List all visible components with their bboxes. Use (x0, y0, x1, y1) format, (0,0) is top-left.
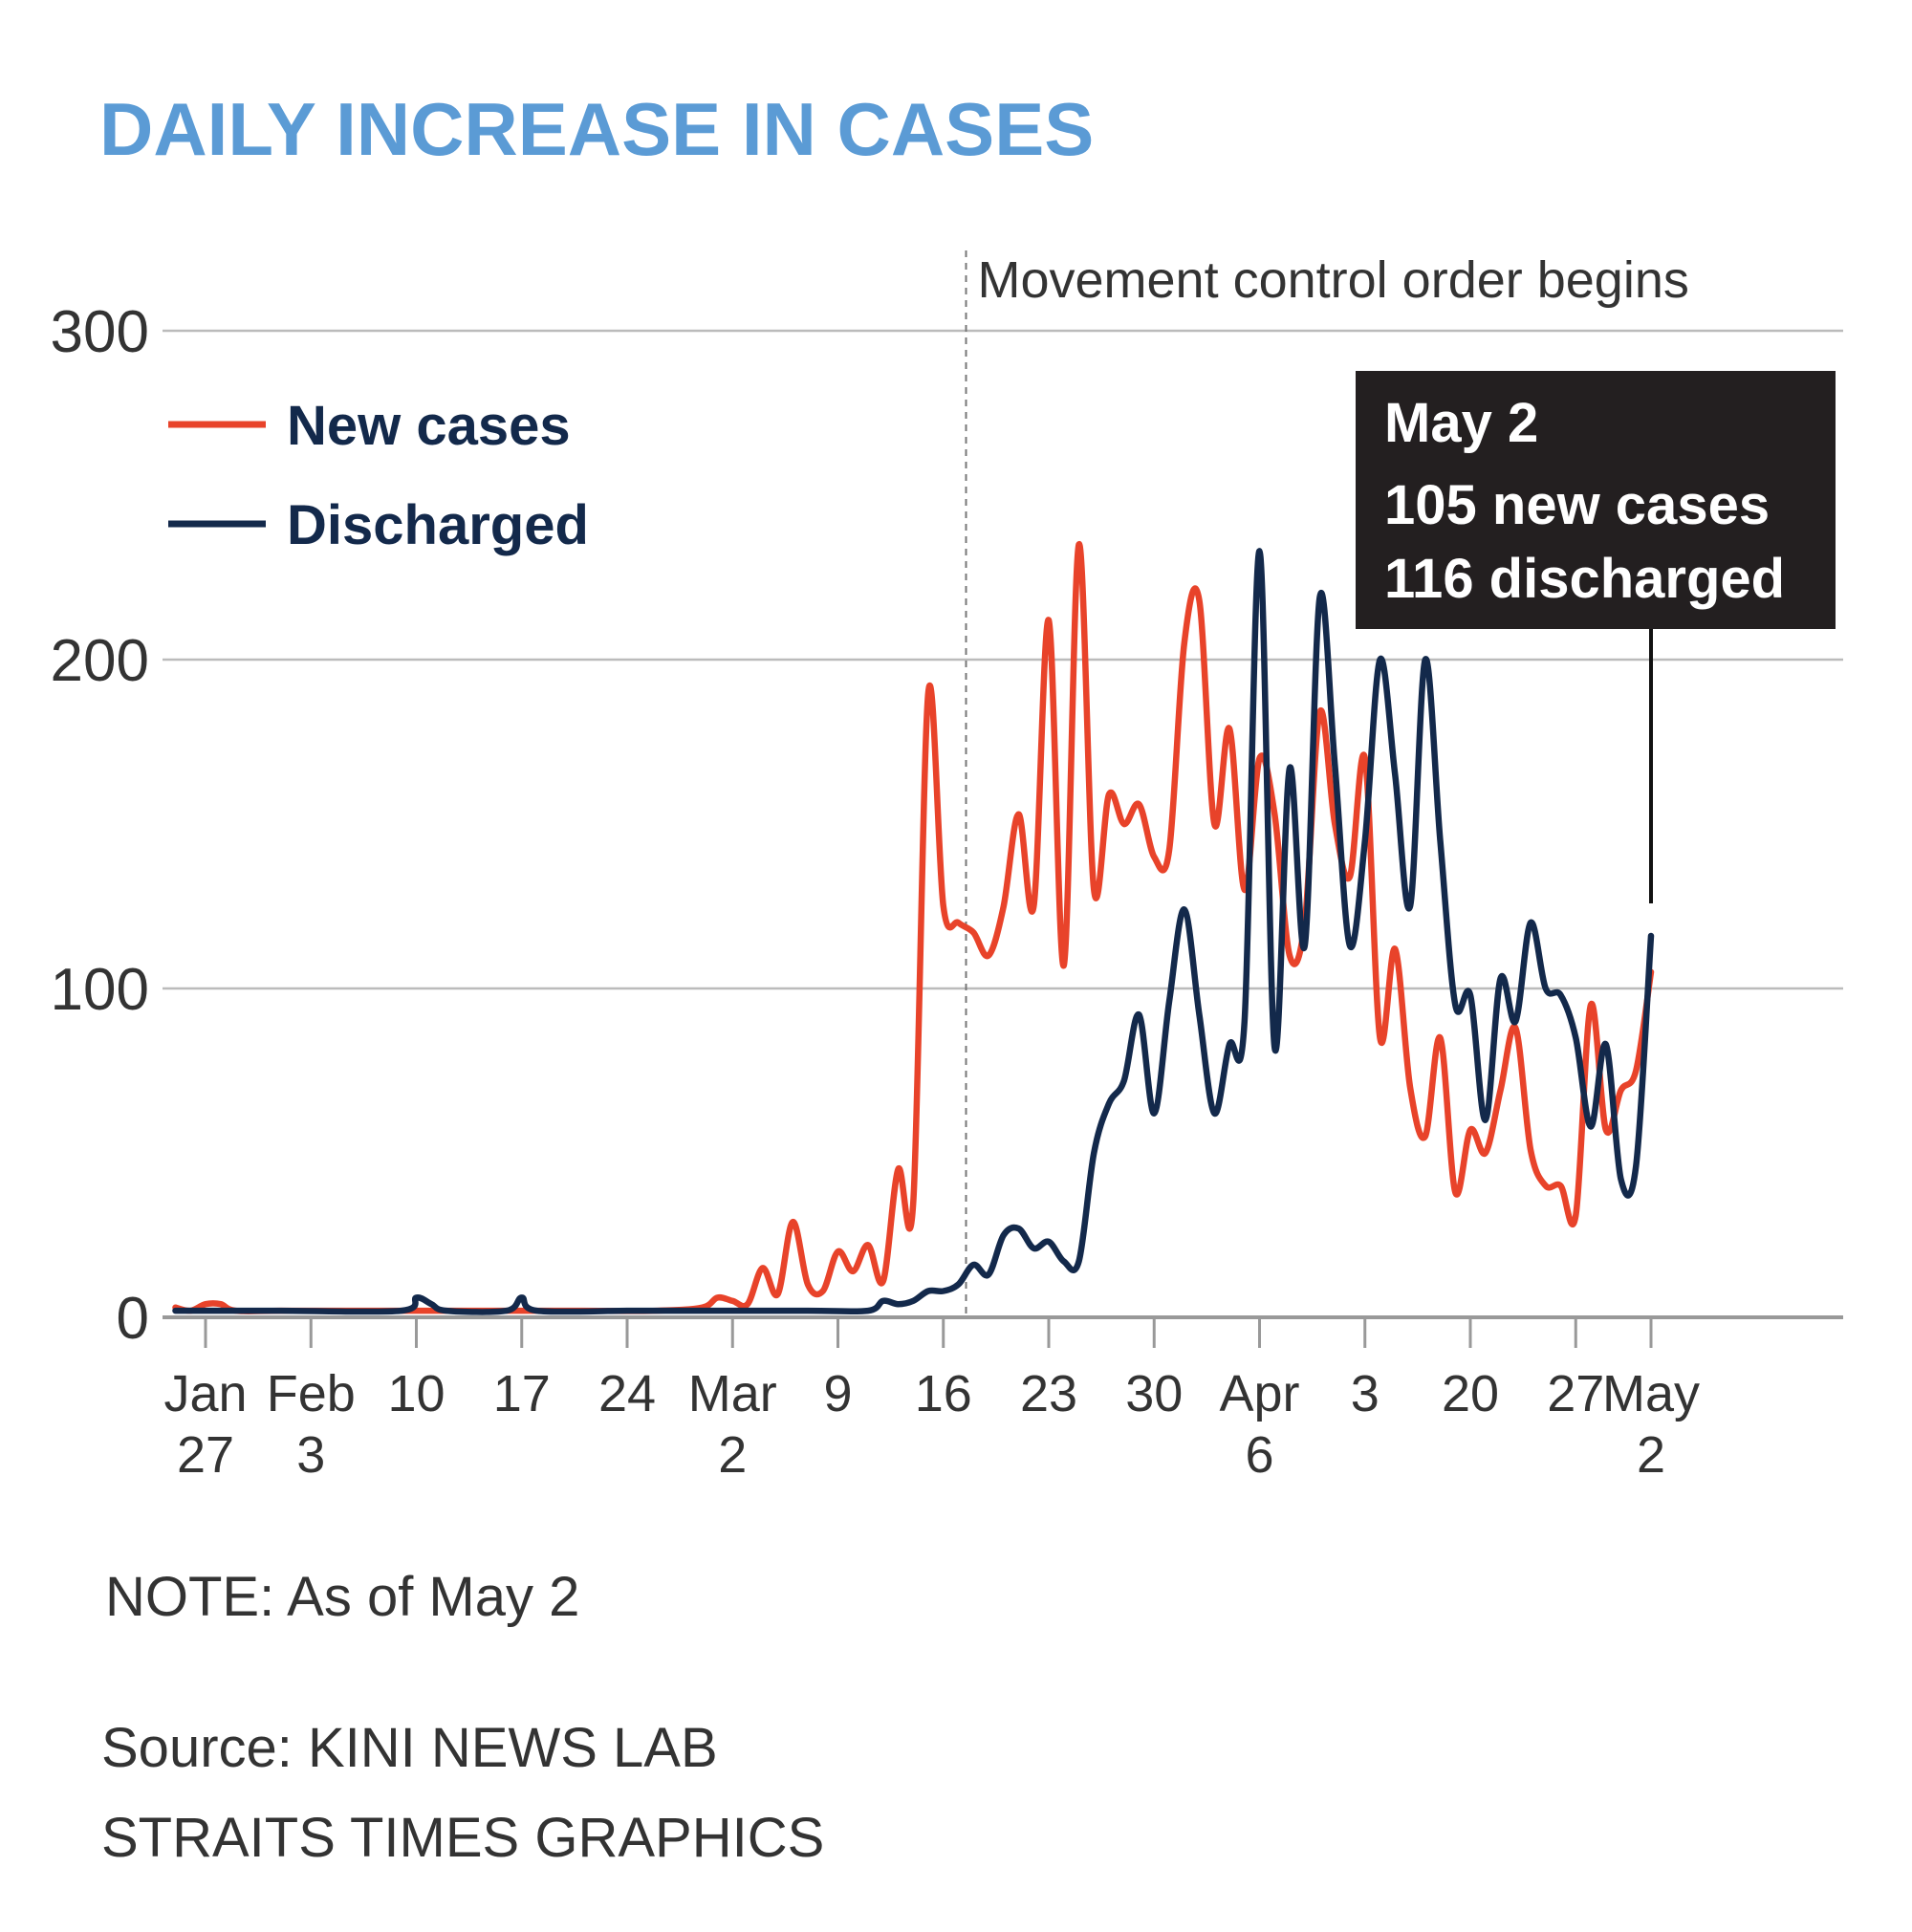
series-line-discharged (172, 548, 1655, 1315)
x-tick-label-0: Jan (163, 1365, 247, 1422)
x-tick-sublabel-14: 2 (1637, 1426, 1665, 1484)
chart-title: DAILY INCREASE IN CASES (99, 87, 1094, 171)
y-tick-label-200: 200 (51, 628, 149, 694)
x-tick-label-9: 30 (1125, 1365, 1183, 1422)
x-tick-label-8: 23 (1020, 1365, 1077, 1422)
x-tick-label-11: 3 (1351, 1365, 1380, 1422)
x-tick-label-7: 16 (915, 1365, 972, 1422)
x-tick-label-1: Feb (267, 1365, 356, 1422)
footer-credit: STRAITS TIMES GRAPHICS (101, 1807, 824, 1869)
x-tick-label-6: 9 (823, 1365, 852, 1422)
x-tick-label-10: Apr (1219, 1365, 1299, 1422)
x-tick-label-14: May (1602, 1365, 1700, 1422)
footer: NOTE: As of May 2 Source: KINI NEWS LAB … (101, 1566, 824, 1869)
legend-label-discharged: Discharged (287, 494, 589, 556)
legend-label-new-cases: New cases (287, 395, 571, 457)
x-tick-label-3: 17 (493, 1365, 551, 1422)
movement-control-order-label: Movement control order begins (978, 251, 1689, 309)
x-tick-sublabel-0: 27 (177, 1426, 234, 1484)
footer-note: NOTE: As of May 2 (105, 1566, 579, 1628)
footer-source: Source: KINI NEWS LAB (101, 1717, 718, 1779)
x-tick-sublabel-10: 6 (1245, 1426, 1273, 1484)
x-tick-label-4: 24 (598, 1365, 656, 1422)
series-lines (172, 541, 1655, 1315)
y-tick-label-0: 0 (117, 1286, 149, 1352)
gridlines (163, 329, 1843, 1319)
callout-new-cases: 105 new cases (1384, 474, 1770, 536)
callout-date: May 2 (1384, 392, 1538, 454)
x-tick-label-2: 10 (387, 1365, 445, 1422)
callout-box (1356, 371, 1836, 629)
series-line-new-cases (172, 541, 1655, 1314)
callout-discharged: 116 discharged (1384, 548, 1785, 610)
y-tick-label-300: 300 (51, 299, 149, 365)
callout: May 2 105 new cases 116 discharged (1356, 371, 1836, 903)
x-tick-label-5: Mar (688, 1365, 777, 1422)
y-tick-label-100: 100 (51, 957, 149, 1023)
event-marker: Movement control order begins (965, 250, 1689, 1317)
legend: New cases Discharged (168, 395, 589, 556)
x-tick-sublabel-5: 2 (718, 1426, 747, 1484)
y-axis-ticks: 0 100 200 300 (51, 299, 149, 1352)
x-tick-sublabel-1: 3 (296, 1426, 325, 1484)
x-tick-label-13: 27 (1547, 1365, 1604, 1422)
x-tick-label-12: 20 (1442, 1365, 1499, 1422)
